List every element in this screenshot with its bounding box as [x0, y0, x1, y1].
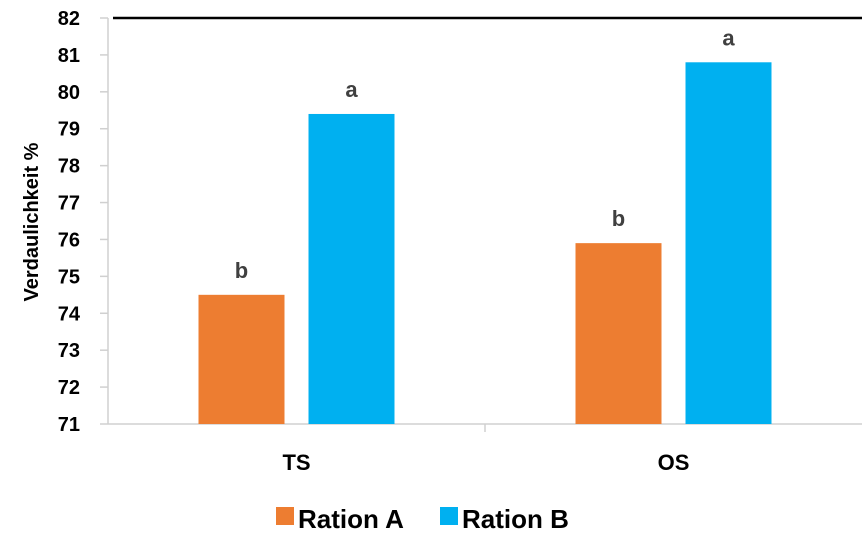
y-tick-label: 80 — [58, 82, 80, 104]
legend-swatch-ration-b — [440, 507, 458, 525]
x-axis-ticks: TS OS — [282, 424, 689, 475]
legend-swatch-ration-a — [276, 507, 294, 525]
y-tick-label: 81 — [58, 45, 80, 67]
data-label: a — [345, 77, 358, 102]
x-tick-label: TS — [282, 450, 310, 475]
y-tick-label: 71 — [58, 414, 80, 436]
y-tick-label: 82 — [58, 8, 80, 30]
y-tick-label: 74 — [58, 303, 81, 325]
y-axis-title: Verdaulichkeit % — [21, 142, 43, 301]
bar — [575, 243, 662, 424]
data-labels: b a b a — [235, 25, 736, 283]
y-tick-label: 72 — [58, 377, 80, 399]
x-tick-label: OS — [658, 450, 690, 475]
bar — [685, 62, 772, 425]
y-tick-label: 78 — [58, 156, 80, 178]
legend: Ration A Ration B — [276, 504, 569, 533]
y-tick-label: 76 — [58, 229, 80, 251]
y-tick-label: 79 — [58, 119, 80, 141]
data-label: b — [612, 206, 625, 231]
y-tick-label: 75 — [58, 266, 80, 288]
y-tick-label: 77 — [58, 193, 80, 215]
y-axis-ticks: 71 72 73 74 75 76 77 78 79 80 81 82 — [58, 8, 108, 436]
bar — [308, 113, 395, 425]
legend-label-ration-a: Ration A — [298, 504, 404, 533]
data-label: b — [235, 258, 248, 283]
bars — [198, 62, 772, 425]
data-label: a — [722, 25, 735, 50]
legend-label-ration-b: Ration B — [462, 504, 569, 533]
bar — [198, 294, 285, 424]
y-tick-label: 73 — [58, 340, 80, 362]
